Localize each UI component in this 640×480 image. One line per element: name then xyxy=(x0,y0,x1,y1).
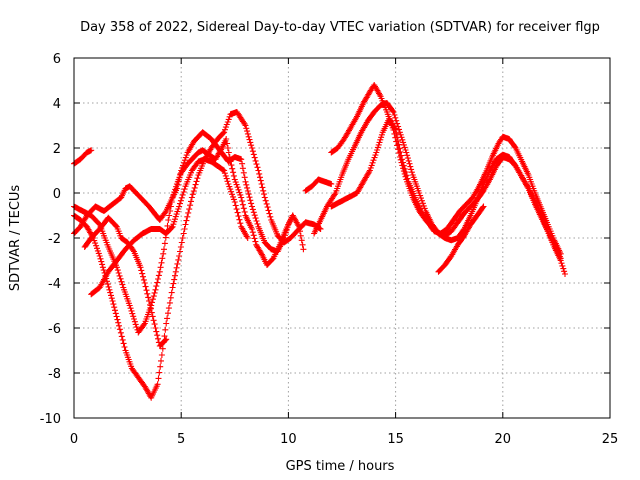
y-tick-label: 4 xyxy=(53,97,61,112)
y-axis-label: SDTVAR / TECUs xyxy=(8,185,23,292)
data-series xyxy=(435,203,487,275)
y-tick-label: -4 xyxy=(48,277,61,292)
y-tick-label: -2 xyxy=(48,232,61,247)
data-points xyxy=(311,100,564,262)
data-points xyxy=(435,203,487,275)
y-tick-label: 6 xyxy=(53,52,61,67)
axis-ticks: 0 5 10 15 20 25 -10 -8 -6 -4 -2 0 2 4 6 xyxy=(40,52,619,447)
data-points xyxy=(302,176,335,194)
data-series xyxy=(302,176,335,194)
y-tick-label: -6 xyxy=(48,322,61,337)
y-tick-label: 2 xyxy=(53,142,61,157)
x-tick-label: 20 xyxy=(495,432,512,447)
x-tick-label: 25 xyxy=(602,432,619,447)
data-points xyxy=(328,115,564,257)
data-series xyxy=(81,214,170,349)
data-points xyxy=(81,214,170,349)
x-axis-label: GPS time / hours xyxy=(286,459,395,474)
data-series xyxy=(311,100,564,262)
y-tick-label: -10 xyxy=(40,412,61,427)
chart-title: Day 358 of 2022, Sidereal Day-to-day VTE… xyxy=(80,20,600,35)
data-series xyxy=(88,156,251,298)
y-tick-label: 0 xyxy=(53,187,61,202)
x-tick-label: 10 xyxy=(280,432,297,447)
x-tick-label: 15 xyxy=(387,432,404,447)
x-tick-label: 0 xyxy=(70,432,78,447)
y-tick-label: -8 xyxy=(48,367,61,382)
data-points xyxy=(88,156,251,298)
data-series xyxy=(328,115,564,257)
x-tick-label: 5 xyxy=(177,432,185,447)
